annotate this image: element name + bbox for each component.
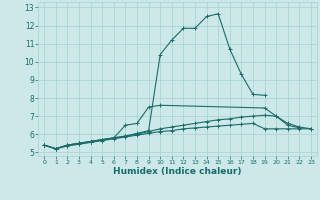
X-axis label: Humidex (Indice chaleur): Humidex (Indice chaleur) bbox=[113, 167, 242, 176]
